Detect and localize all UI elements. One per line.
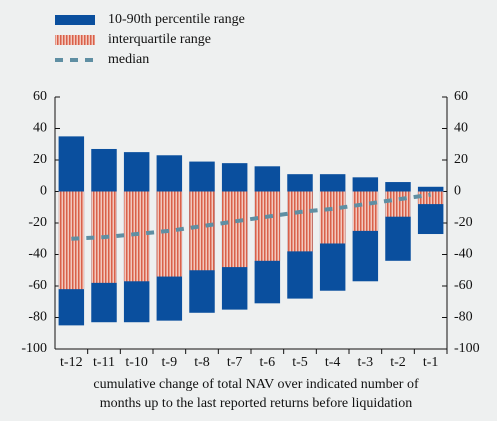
y-tick-label: -60 [28,278,47,293]
iqr-bar [417,191,444,205]
y2-tick-label: 20 [454,152,468,167]
median-line [71,192,431,241]
x-tick-label: t-9 [162,355,178,370]
legend-swatch [55,35,95,45]
x-axis-label: months up to the last reported returns b… [100,396,413,411]
x-tick-label: t-1 [423,355,439,370]
y-tick-label: 40 [33,121,47,136]
iqr-bar [221,191,248,268]
x-tick-label: t-10 [125,355,148,370]
legend-label: interquartile range [108,32,211,47]
y-tick-label: 60 [33,89,47,104]
iqr-bar [156,191,183,277]
x-tick-label: t-6 [260,355,276,370]
x-tick-label: t-4 [325,355,341,370]
iqr-bar [319,191,346,244]
y2-tick-label: 40 [454,121,468,136]
y2-tick-label: -100 [454,341,480,356]
legend-swatch [55,15,95,25]
x-tick-label: t-3 [358,355,374,370]
x-tick-label: t-8 [194,355,210,370]
y2-tick-label: -40 [454,247,473,262]
y-tick-label: -100 [21,341,47,356]
y2-tick-label: -60 [454,278,473,293]
iqr-bar [287,191,313,252]
y-tick-label: 20 [33,152,47,167]
iqr-bar [58,191,85,290]
iqr-bar [254,191,281,261]
y-tick-label: 0 [40,184,47,199]
y-tick-label: -80 [28,310,47,325]
x-tick-label: t-2 [390,355,406,370]
y2-tick-label: 0 [454,184,461,199]
x-tick-label: t-5 [292,355,308,370]
legend-label: median [108,52,149,67]
y2-tick-label: 60 [454,89,468,104]
iqr-bar [385,191,411,217]
iqr-bar [189,191,215,271]
iqr-bar [352,191,379,231]
iqr-bar [123,191,150,282]
x-axis-label: cumulative change of total NAV over indi… [93,377,419,392]
y-tick-label: -20 [28,215,47,230]
x-tick-label: t-12 [60,355,83,370]
x-tick-label: t-7 [227,355,243,370]
x-tick-label: t-11 [93,355,115,370]
y-tick-label: -40 [28,247,47,262]
legend-label: 10-90th percentile range [108,12,245,27]
y2-tick-label: -20 [454,215,473,230]
y2-tick-label: -80 [454,310,473,325]
